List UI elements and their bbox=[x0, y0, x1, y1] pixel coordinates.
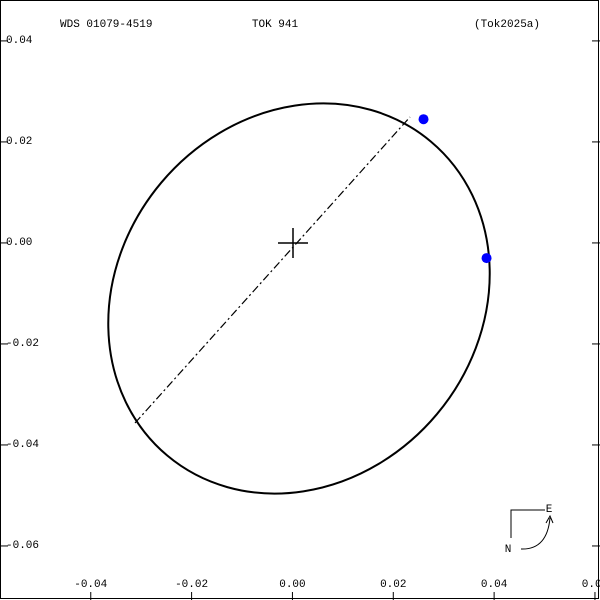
x-tick-label: -0.02 bbox=[175, 579, 208, 591]
y-tick-label: -0.04 bbox=[6, 439, 39, 451]
y-tick-label: 0.00 bbox=[6, 237, 32, 249]
x-tick-label: 0.02 bbox=[380, 579, 406, 591]
y-tick-label: -0.06 bbox=[6, 540, 39, 552]
x-tick-label: 0.06 bbox=[582, 579, 600, 591]
y-tick-label: 0.02 bbox=[6, 136, 32, 148]
star-id: WDS 01079-4519 bbox=[60, 19, 152, 31]
y-tick-label: -0.02 bbox=[6, 338, 39, 350]
compass bbox=[510, 509, 554, 550]
chart-title: TOK 941 bbox=[252, 19, 299, 31]
primary-cross bbox=[278, 228, 308, 258]
orbit bbox=[107, 102, 491, 495]
line-of-nodes bbox=[134, 116, 411, 424]
observation-point bbox=[481, 253, 492, 264]
x-tick-label: -0.04 bbox=[74, 579, 107, 591]
reference: (Tok2025a) bbox=[474, 19, 540, 31]
observation-point bbox=[418, 114, 429, 125]
x-tick-label: 0.04 bbox=[481, 579, 508, 591]
compass-north: N bbox=[505, 544, 512, 556]
compass-east: E bbox=[546, 504, 553, 516]
x-tick-label: 0.00 bbox=[279, 579, 305, 591]
y-tick-label: 0.04 bbox=[6, 35, 33, 47]
